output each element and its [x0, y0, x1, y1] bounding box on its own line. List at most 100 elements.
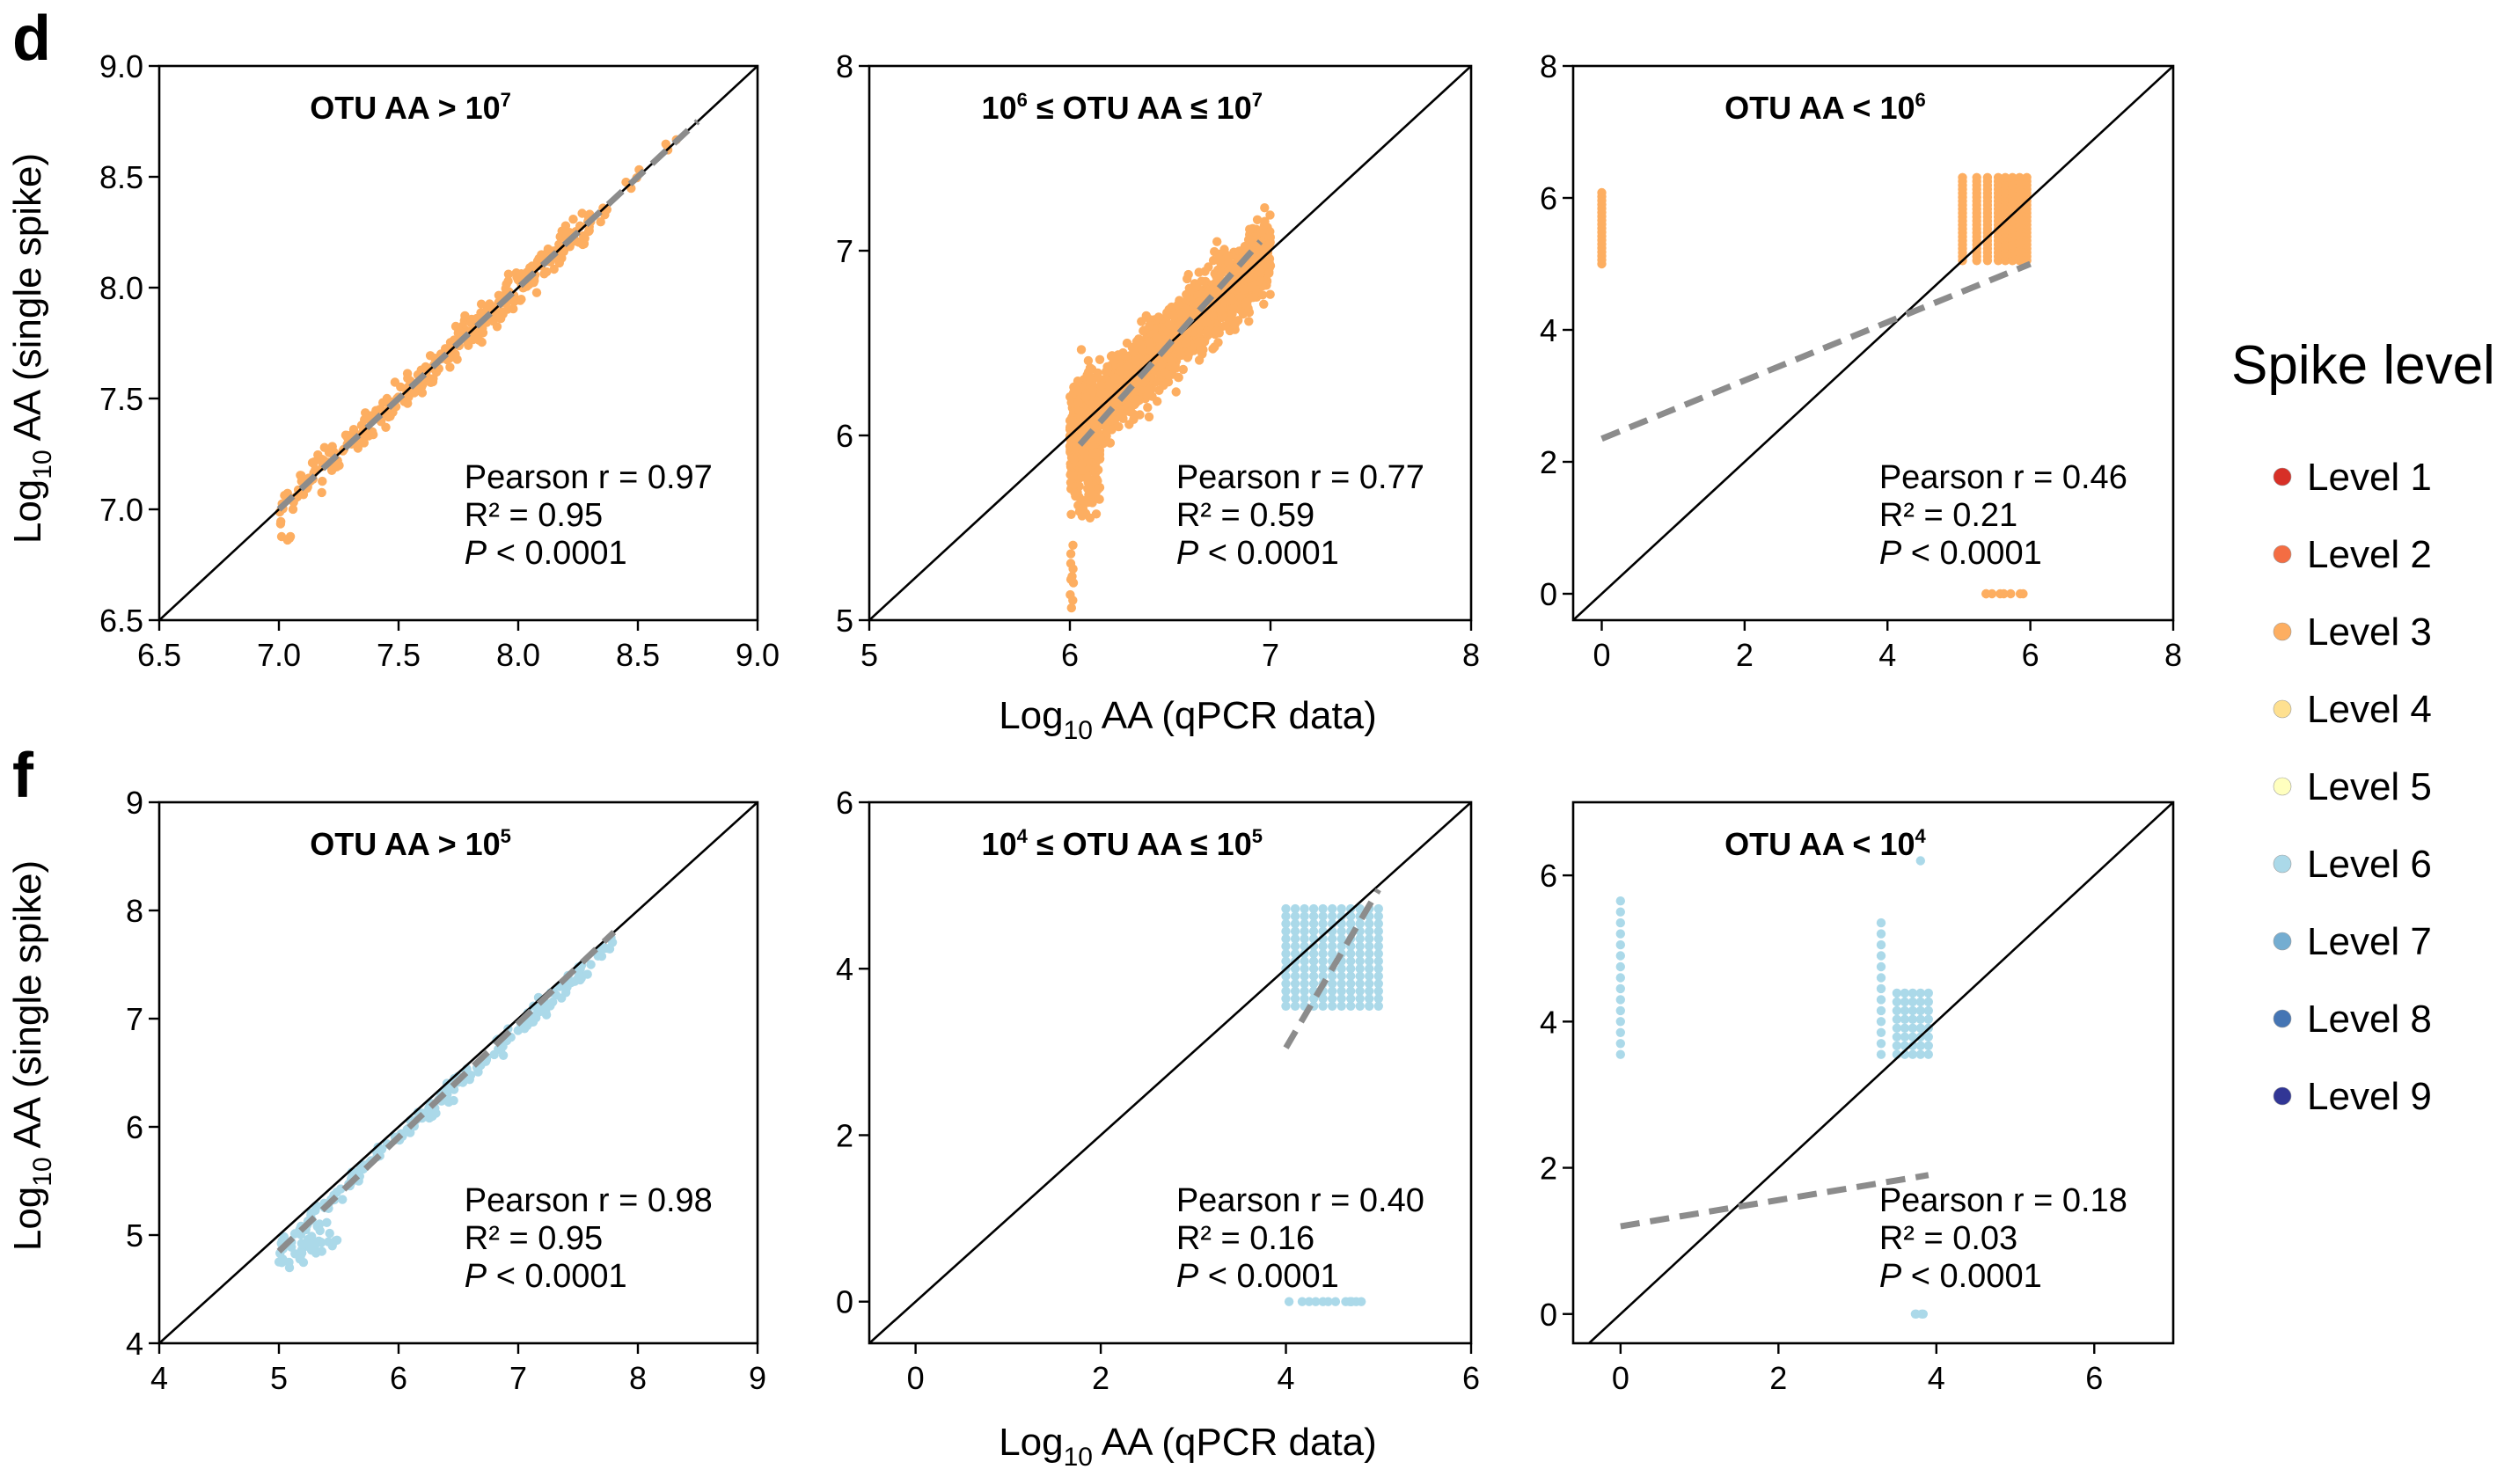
data-point	[578, 239, 588, 250]
data-point	[1212, 237, 1222, 246]
data-point	[1915, 1023, 1925, 1034]
data-point	[1318, 994, 1328, 1004]
data-point	[1231, 265, 1241, 275]
data-point	[1245, 224, 1255, 234]
data-point	[1308, 956, 1319, 966]
data-point	[1876, 929, 1886, 939]
data-point	[1113, 350, 1124, 360]
data-point	[1290, 971, 1300, 981]
data-point	[342, 430, 352, 441]
data-point	[535, 1006, 545, 1017]
data-point	[1373, 949, 1384, 959]
stat-p-value: P < 0.0001	[1879, 535, 2042, 572]
data-point	[403, 373, 413, 384]
data-point	[1078, 503, 1088, 514]
data-point	[1373, 964, 1384, 974]
data-point	[1290, 934, 1300, 944]
data-point	[1308, 994, 1319, 1004]
y-tick-label: 4	[1540, 312, 1557, 348]
x-tick-label: 7.5	[377, 637, 421, 673]
data-point	[1141, 311, 1152, 321]
data-point	[1373, 918, 1384, 929]
legend-marker-5	[2273, 777, 2292, 796]
identity-line	[1573, 66, 2173, 620]
data-point	[1129, 347, 1139, 356]
y-tick-label: 0	[836, 1284, 853, 1320]
data-point	[1065, 589, 1075, 600]
y-tick-label: 5	[836, 603, 853, 639]
data-point	[1224, 258, 1234, 267]
panels: 6.5 7.0 7.5 8.0 8.5 9.0 6.5 7.0 7.5 8.0 8.5 9.0 OTU …	[99, 48, 2182, 1396]
data-point	[1373, 903, 1384, 914]
data-point	[1923, 997, 1933, 1007]
data-point	[1923, 1049, 1933, 1059]
data-point	[1355, 979, 1365, 989]
data-point	[1993, 172, 2003, 182]
data-point	[1308, 918, 1319, 929]
data-point	[1336, 926, 1346, 936]
data-point	[1139, 326, 1148, 336]
data-point	[1181, 339, 1190, 348]
data-point	[1615, 1039, 1626, 1049]
data-point	[1328, 979, 1337, 989]
data-point	[1876, 1027, 1886, 1038]
data-point	[1923, 1041, 1933, 1051]
data-point	[1892, 1023, 1902, 1034]
data-point	[1355, 918, 1365, 929]
data-point	[554, 258, 564, 268]
data-point	[1083, 355, 1094, 366]
legend-label-2: Level 2	[2307, 533, 2432, 576]
data-point	[1290, 1001, 1300, 1012]
data-point	[1244, 317, 1254, 326]
data-point	[492, 322, 502, 332]
data-point	[319, 442, 329, 452]
data-point	[1070, 488, 1080, 498]
data-point	[1318, 941, 1328, 951]
x-tick-label: 5	[860, 637, 878, 673]
data-point	[1083, 497, 1094, 508]
data-point	[1355, 986, 1365, 997]
x-tick-label: 5	[270, 1360, 288, 1396]
data-point	[1892, 1032, 1902, 1042]
data-point	[1077, 459, 1087, 469]
data-point	[1346, 971, 1356, 981]
data-point	[1281, 941, 1291, 951]
x-tick-label: 4	[150, 1360, 168, 1396]
data-point	[557, 993, 567, 1003]
data-point	[1876, 951, 1886, 961]
data-point	[1087, 450, 1097, 459]
data-point	[1264, 268, 1274, 278]
data-point	[1145, 338, 1154, 347]
data-point	[1227, 309, 1237, 318]
data-point	[1615, 973, 1626, 983]
data-point	[1183, 269, 1193, 280]
data-point	[1216, 305, 1226, 316]
data-point	[1199, 337, 1210, 347]
stat-r-squared: R² = 0.16	[1176, 1220, 1314, 1257]
data-point	[1265, 210, 1275, 220]
data-point	[1346, 1001, 1356, 1012]
data-point	[1900, 997, 1910, 1007]
data-point	[2015, 172, 2025, 182]
data-point	[1355, 941, 1365, 951]
data-point	[1365, 949, 1374, 959]
scatter-points	[1615, 856, 1933, 1320]
data-point	[562, 229, 572, 238]
legend-marker-4	[2273, 699, 2292, 719]
data-point	[1318, 964, 1328, 974]
data-point	[1124, 362, 1133, 372]
regression-fit-line	[276, 930, 617, 1254]
data-point	[1247, 281, 1256, 292]
x-tick-label: 0	[907, 1360, 925, 1396]
data-point	[1318, 903, 1328, 914]
data-point	[1597, 187, 1607, 198]
data-point	[1300, 994, 1309, 1004]
data-point	[1259, 299, 1269, 309]
data-point	[1164, 319, 1175, 330]
data-point	[443, 1097, 454, 1108]
data-point	[1202, 326, 1212, 337]
data-point	[1209, 283, 1219, 293]
data-point	[1365, 918, 1374, 929]
data-point	[489, 1049, 499, 1060]
x-tick-label: 0	[1612, 1360, 1629, 1396]
